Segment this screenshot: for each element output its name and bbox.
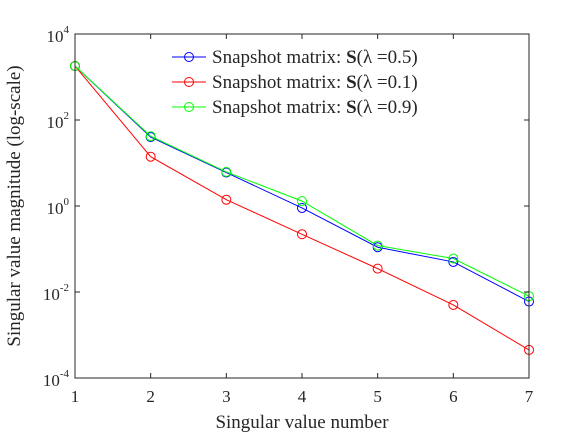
data-point <box>372 263 383 274</box>
data-point <box>372 240 383 251</box>
x-axis-ticks: 1 2 3 4 5 6 7 <box>71 34 534 406</box>
y-axis-ticks: 10-4 10-2 100 102 104 <box>43 24 529 390</box>
legend-entry: Snapshot matrix: S(λ =0.9) <box>212 97 418 118</box>
data-point <box>448 253 459 264</box>
y-axis-label: Singular value magnitude (log-scale) <box>4 65 25 346</box>
x-tick-label: 2 <box>146 387 155 406</box>
legend-entry: Snapshot matrix: S(λ =0.5) <box>212 47 418 68</box>
series-line <box>74 65 530 302</box>
data-point <box>221 166 232 177</box>
data-point <box>297 196 307 207</box>
legend-marker <box>184 52 194 62</box>
series-line <box>74 65 530 297</box>
x-tick-label: 4 <box>298 387 307 406</box>
data-point <box>145 131 156 142</box>
data-point <box>297 229 307 240</box>
legend-marker <box>184 102 194 112</box>
data-point <box>221 194 232 205</box>
y-tick-label: 100 <box>47 196 70 218</box>
data-point <box>297 202 307 213</box>
y-tick-label: 102 <box>47 110 70 132</box>
x-tick-label: 7 <box>525 387 534 406</box>
legend-marker <box>184 77 194 87</box>
x-axis-label: Singular value number <box>215 412 389 433</box>
series-lines <box>74 65 530 351</box>
y-tick-label: 104 <box>47 24 70 46</box>
data-point <box>448 299 459 310</box>
y-tick-label: 10-4 <box>43 368 70 390</box>
legend: Snapshot matrix: S(λ =0.5) Snapshot matri… <box>172 47 418 118</box>
x-tick-label: 3 <box>222 387 231 406</box>
legend-entry: Snapshot matrix: S(λ =0.1) <box>212 72 418 93</box>
y-tick-label: 10-2 <box>43 282 69 304</box>
data-point <box>145 151 156 162</box>
data-point <box>448 256 459 267</box>
x-tick-label: 1 <box>71 387 80 406</box>
x-tick-label: 6 <box>449 387 458 406</box>
x-tick-label: 5 <box>373 387 382 406</box>
series-line <box>74 65 530 351</box>
